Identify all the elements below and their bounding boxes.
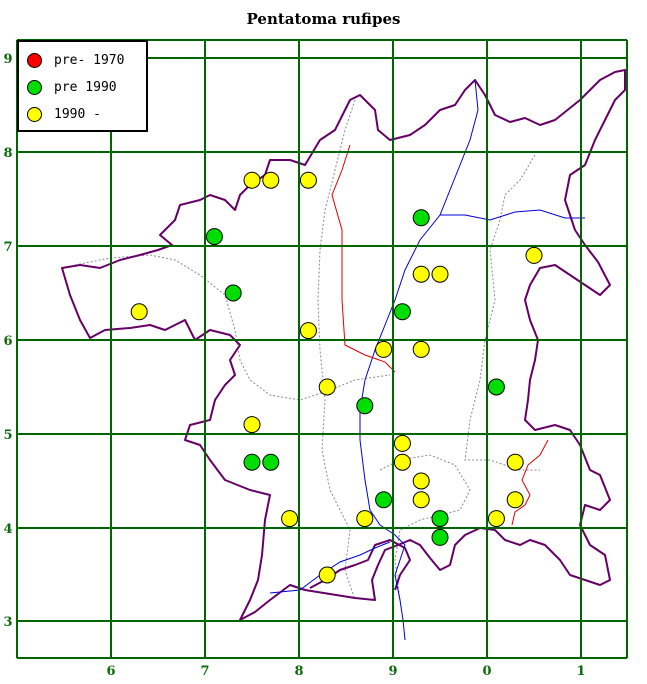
record-point: [243, 416, 261, 434]
record-point: [299, 322, 317, 340]
record-point: [487, 378, 505, 396]
record-point: [412, 472, 430, 490]
record-point: [205, 228, 223, 246]
record-point: [243, 171, 261, 189]
record-point: [375, 491, 393, 509]
y-axis-label: 8: [3, 146, 12, 161]
record-point: [412, 340, 430, 358]
y-axis-label: 7: [3, 240, 12, 255]
legend-item: pre 1990: [27, 77, 117, 97]
record-point: [431, 265, 449, 283]
legend-label: 1990 -: [54, 106, 101, 122]
x-axis-label: 6: [106, 664, 115, 679]
x-axis-label: 8: [294, 664, 303, 679]
legend-item: 1990 -: [27, 104, 101, 124]
river-main: [359, 79, 479, 641]
record-point: [506, 453, 524, 471]
x-axis-label: 1: [576, 664, 585, 679]
record-point: [130, 303, 148, 321]
legend-swatch: [27, 52, 42, 68]
record-point: [412, 491, 430, 509]
record-point: [224, 284, 242, 302]
y-axis-label: 6: [3, 334, 12, 349]
record-point: [393, 434, 411, 452]
y-axis-label: 5: [3, 428, 12, 443]
record-point: [412, 209, 430, 227]
river-east-branch: [440, 209, 585, 221]
y-axis-label: 4: [3, 522, 12, 537]
legend-item: pre- 1970: [27, 50, 124, 70]
record-point: [318, 378, 336, 396]
region-outline: [61, 69, 626, 621]
road-north: [331, 144, 396, 373]
grid-axes: 6 7 8 9 0 1 9 8 7 6 5 4 3: [3, 52, 585, 679]
road-network: [331, 144, 549, 526]
y-axis-label: 3: [3, 615, 12, 630]
record-point: [262, 171, 280, 189]
record-point: [412, 265, 430, 283]
record-point: [299, 171, 317, 189]
legend-swatch: [27, 106, 42, 122]
record-point: [375, 340, 393, 358]
grid-lines: [16, 39, 628, 659]
record-point: [262, 453, 280, 471]
record-point: [356, 397, 374, 415]
legend-swatch: [27, 79, 42, 95]
record-point: [525, 246, 543, 264]
dashed-boundary-south: [379, 454, 471, 601]
record-points: [130, 171, 543, 584]
record-point: [393, 453, 411, 471]
record-point: [243, 453, 261, 471]
record-point: [393, 303, 411, 321]
y-axis-label: 9: [3, 52, 12, 67]
record-point: [281, 510, 299, 528]
legend: pre- 1970 pre 1990 1990 -: [17, 40, 148, 132]
legend-label: pre- 1970: [54, 52, 125, 68]
x-axis-label: 9: [388, 664, 397, 679]
dashed-boundary-central: [317, 99, 356, 601]
x-axis-label: 7: [200, 664, 209, 679]
record-point: [318, 566, 336, 584]
record-point: [487, 510, 505, 528]
record-point: [356, 510, 374, 528]
record-point: [431, 510, 449, 528]
dashed-boundary-east: [464, 154, 540, 471]
record-point: [431, 528, 449, 546]
map-title: Pentatoma rufipes: [246, 10, 401, 28]
legend-label: pre 1990: [54, 79, 117, 95]
road-east: [511, 439, 549, 526]
x-axis-label: 0: [482, 664, 491, 679]
record-point: [506, 491, 524, 509]
